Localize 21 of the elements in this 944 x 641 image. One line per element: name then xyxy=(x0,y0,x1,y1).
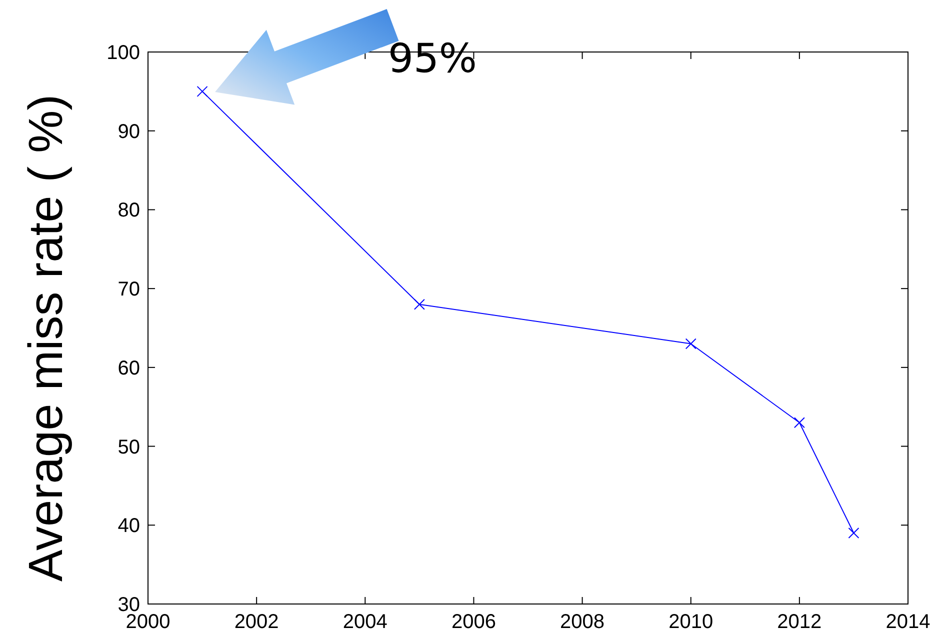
x-tick-label: 2012 xyxy=(777,611,822,633)
x-tick-label: 2006 xyxy=(451,611,496,633)
point xyxy=(196,86,208,97)
y-tick-label: 40 xyxy=(118,515,140,538)
point xyxy=(794,417,805,428)
x-tick-label: 2014 xyxy=(886,611,930,633)
y-tick-label: 90 xyxy=(118,120,140,143)
y-tick-label: 60 xyxy=(118,357,140,380)
y-tick-label: 70 xyxy=(118,278,140,301)
point xyxy=(685,338,696,350)
x-tick-label: 2002 xyxy=(234,611,279,633)
x-tick-label: 2010 xyxy=(668,611,714,633)
y-axis-title: Average miss rate ( %) xyxy=(20,94,73,582)
y-tick-label: 100 xyxy=(106,42,140,64)
point xyxy=(848,528,860,539)
x-tick-label: 2008 xyxy=(560,611,605,633)
x-tick-label: 2004 xyxy=(342,611,388,633)
y-tick-label: 50 xyxy=(118,436,140,458)
x-tick-label: 2000 xyxy=(126,611,170,633)
y-tick-label: 80 xyxy=(118,200,140,222)
point xyxy=(414,298,425,310)
